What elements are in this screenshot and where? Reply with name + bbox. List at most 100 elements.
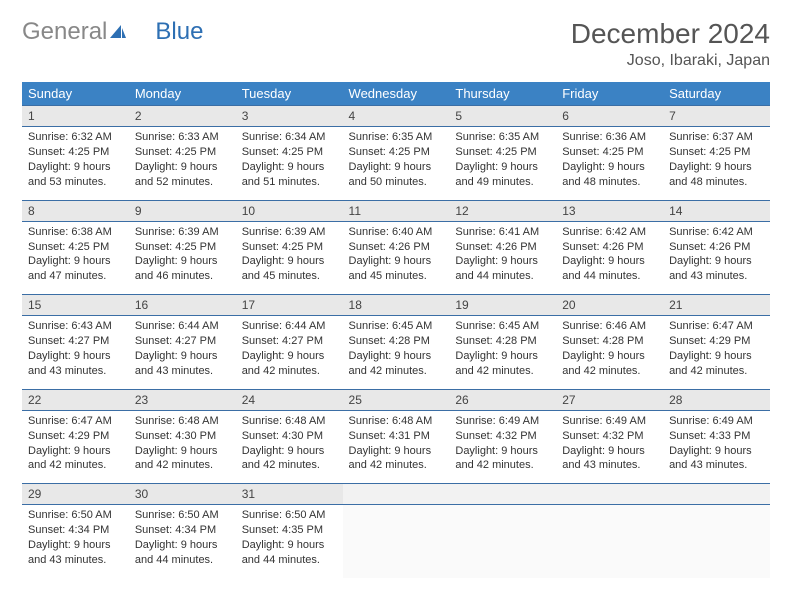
daylight-text: Daylight: 9 hours and 42 minutes.: [349, 349, 444, 379]
logo-text-2: Blue: [155, 18, 203, 46]
sunset-text: Sunset: 4:28 PM: [349, 334, 444, 349]
daylight-text: Daylight: 9 hours and 43 minutes.: [135, 349, 230, 379]
day-number: 24: [236, 389, 343, 410]
daylight-text: Daylight: 9 hours and 43 minutes.: [28, 349, 123, 379]
sunrise-text: Sunrise: 6:35 AM: [455, 130, 550, 145]
sunset-text: Sunset: 4:29 PM: [28, 429, 123, 444]
daylight-text: Daylight: 9 hours and 45 minutes.: [349, 254, 444, 284]
day-number: [343, 484, 450, 505]
daylight-text: Daylight: 9 hours and 42 minutes.: [349, 444, 444, 474]
sunset-text: Sunset: 4:25 PM: [242, 145, 337, 160]
sunrise-text: Sunrise: 6:50 AM: [242, 508, 337, 523]
day-data-row: Sunrise: 6:47 AMSunset: 4:29 PMDaylight:…: [22, 410, 770, 483]
sunset-text: Sunset: 4:28 PM: [455, 334, 550, 349]
sunset-text: Sunset: 4:30 PM: [242, 429, 337, 444]
sunset-text: Sunset: 4:31 PM: [349, 429, 444, 444]
day-cell: Sunrise: 6:44 AMSunset: 4:27 PMDaylight:…: [129, 316, 236, 389]
day-cell: [663, 505, 770, 578]
sunrise-text: Sunrise: 6:42 AM: [669, 225, 764, 240]
day-number: 16: [129, 295, 236, 316]
day-number-row: 293031: [22, 484, 770, 505]
sunset-text: Sunset: 4:29 PM: [669, 334, 764, 349]
day-number: 9: [129, 200, 236, 221]
col-sunday: Sunday: [22, 82, 129, 106]
day-cell: [556, 505, 663, 578]
day-number: 31: [236, 484, 343, 505]
day-cell: Sunrise: 6:43 AMSunset: 4:27 PMDaylight:…: [22, 316, 129, 389]
sunrise-text: Sunrise: 6:35 AM: [349, 130, 444, 145]
day-number: 23: [129, 389, 236, 410]
daylight-text: Daylight: 9 hours and 42 minutes.: [135, 444, 230, 474]
daylight-text: Daylight: 9 hours and 43 minutes.: [669, 444, 764, 474]
sunrise-text: Sunrise: 6:49 AM: [669, 414, 764, 429]
day-cell: Sunrise: 6:45 AMSunset: 4:28 PMDaylight:…: [449, 316, 556, 389]
daylight-text: Daylight: 9 hours and 48 minutes.: [669, 160, 764, 190]
sunset-text: Sunset: 4:26 PM: [455, 240, 550, 255]
daylight-text: Daylight: 9 hours and 43 minutes.: [669, 254, 764, 284]
day-cell: Sunrise: 6:35 AMSunset: 4:25 PMDaylight:…: [343, 127, 450, 200]
day-number: 12: [449, 200, 556, 221]
day-number: 28: [663, 389, 770, 410]
day-number: 15: [22, 295, 129, 316]
day-number-row: 15161718192021: [22, 295, 770, 316]
col-saturday: Saturday: [663, 82, 770, 106]
sunrise-text: Sunrise: 6:50 AM: [28, 508, 123, 523]
daylight-text: Daylight: 9 hours and 51 minutes.: [242, 160, 337, 190]
sunset-text: Sunset: 4:32 PM: [455, 429, 550, 444]
day-number: 26: [449, 389, 556, 410]
sunset-text: Sunset: 4:27 PM: [28, 334, 123, 349]
day-cell: Sunrise: 6:39 AMSunset: 4:25 PMDaylight:…: [129, 221, 236, 294]
sunrise-text: Sunrise: 6:43 AM: [28, 319, 123, 334]
day-cell: Sunrise: 6:44 AMSunset: 4:27 PMDaylight:…: [236, 316, 343, 389]
day-number: 6: [556, 106, 663, 127]
daylight-text: Daylight: 9 hours and 48 minutes.: [562, 160, 657, 190]
sunrise-text: Sunrise: 6:46 AM: [562, 319, 657, 334]
sunset-text: Sunset: 4:35 PM: [242, 523, 337, 538]
day-number: 10: [236, 200, 343, 221]
col-thursday: Thursday: [449, 82, 556, 106]
day-number: 25: [343, 389, 450, 410]
daylight-text: Daylight: 9 hours and 44 minutes.: [562, 254, 657, 284]
day-cell: Sunrise: 6:37 AMSunset: 4:25 PMDaylight:…: [663, 127, 770, 200]
sunset-text: Sunset: 4:26 PM: [349, 240, 444, 255]
day-cell: Sunrise: 6:50 AMSunset: 4:34 PMDaylight:…: [22, 505, 129, 578]
sunrise-text: Sunrise: 6:47 AM: [669, 319, 764, 334]
day-number: 8: [22, 200, 129, 221]
day-number: 7: [663, 106, 770, 127]
day-cell: Sunrise: 6:50 AMSunset: 4:35 PMDaylight:…: [236, 505, 343, 578]
sunset-text: Sunset: 4:26 PM: [669, 240, 764, 255]
day-number-row: 891011121314: [22, 200, 770, 221]
title-block: December 2024 Joso, Ibaraki, Japan: [571, 18, 770, 70]
sunrise-text: Sunrise: 6:39 AM: [135, 225, 230, 240]
day-number: 22: [22, 389, 129, 410]
day-number: 4: [343, 106, 450, 127]
col-friday: Friday: [556, 82, 663, 106]
sunset-text: Sunset: 4:33 PM: [669, 429, 764, 444]
day-number: 3: [236, 106, 343, 127]
day-cell: Sunrise: 6:49 AMSunset: 4:33 PMDaylight:…: [663, 410, 770, 483]
day-cell: Sunrise: 6:33 AMSunset: 4:25 PMDaylight:…: [129, 127, 236, 200]
sunset-text: Sunset: 4:25 PM: [28, 145, 123, 160]
day-cell: Sunrise: 6:48 AMSunset: 4:30 PMDaylight:…: [236, 410, 343, 483]
sunset-text: Sunset: 4:25 PM: [135, 240, 230, 255]
day-number: 18: [343, 295, 450, 316]
day-data-row: Sunrise: 6:38 AM Sunset: 4:25 PM Daylight:…: [22, 221, 770, 294]
sunrise-text: Sunrise: 6:41 AM: [455, 225, 550, 240]
sunrise-text: Sunrise: 6:37 AM: [669, 130, 764, 145]
daylight-text: Daylight: 9 hours and 42 minutes.: [455, 349, 550, 379]
calendar-table: Sunday Monday Tuesday Wednesday Thursday…: [22, 82, 770, 578]
sunrise-text: Sunrise: 6:50 AM: [135, 508, 230, 523]
header: General Blue December 2024 Joso, Ibaraki…: [22, 18, 770, 70]
daylight-text: Daylight: 9 hours and 43 minutes.: [28, 538, 123, 568]
day-cell: Sunrise: 6:36 AMSunset: 4:25 PMDaylight:…: [556, 127, 663, 200]
sunrise-text: Sunrise: 6:38 AM: [28, 225, 123, 240]
weekday-header-row: Sunday Monday Tuesday Wednesday Thursday…: [22, 82, 770, 106]
daylight-text: Daylight: 9 hours and 44 minutes.: [135, 538, 230, 568]
day-data-row: Sunrise: 6:43 AMSunset: 4:27 PMDaylight:…: [22, 316, 770, 389]
page-title: December 2024: [571, 18, 770, 50]
daylight-text: Daylight: 9 hours and 44 minutes.: [455, 254, 550, 284]
sunset-text: Sunset: 4:25 PM: [669, 145, 764, 160]
day-number: 14: [663, 200, 770, 221]
daylight-text: Daylight: 9 hours and 47 minutes.: [28, 254, 123, 284]
sunset-text: Sunset: 4:32 PM: [562, 429, 657, 444]
